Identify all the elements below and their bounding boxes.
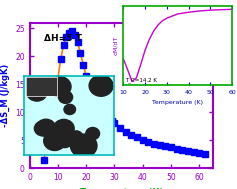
Circle shape — [89, 75, 113, 96]
Circle shape — [34, 121, 51, 136]
Circle shape — [44, 131, 66, 150]
Circle shape — [86, 128, 100, 140]
Circle shape — [69, 131, 82, 143]
Text: ΔH=5 T: ΔH=5 T — [44, 34, 82, 43]
Circle shape — [64, 104, 76, 115]
Circle shape — [48, 77, 71, 97]
Circle shape — [70, 134, 97, 157]
Y-axis label: -ΔS_M (J/kgK): -ΔS_M (J/kgK) — [0, 64, 9, 127]
X-axis label: Temperature (K): Temperature (K) — [152, 101, 203, 105]
Circle shape — [71, 131, 82, 141]
Circle shape — [27, 83, 47, 101]
Circle shape — [59, 91, 73, 103]
Circle shape — [55, 131, 74, 148]
Circle shape — [36, 119, 56, 136]
X-axis label: Temperature (K): Temperature (K) — [80, 188, 163, 189]
Circle shape — [54, 119, 74, 138]
Y-axis label: dM/dT: dM/dT — [113, 36, 118, 55]
Text: T_C=14.2 K: T_C=14.2 K — [125, 77, 157, 83]
